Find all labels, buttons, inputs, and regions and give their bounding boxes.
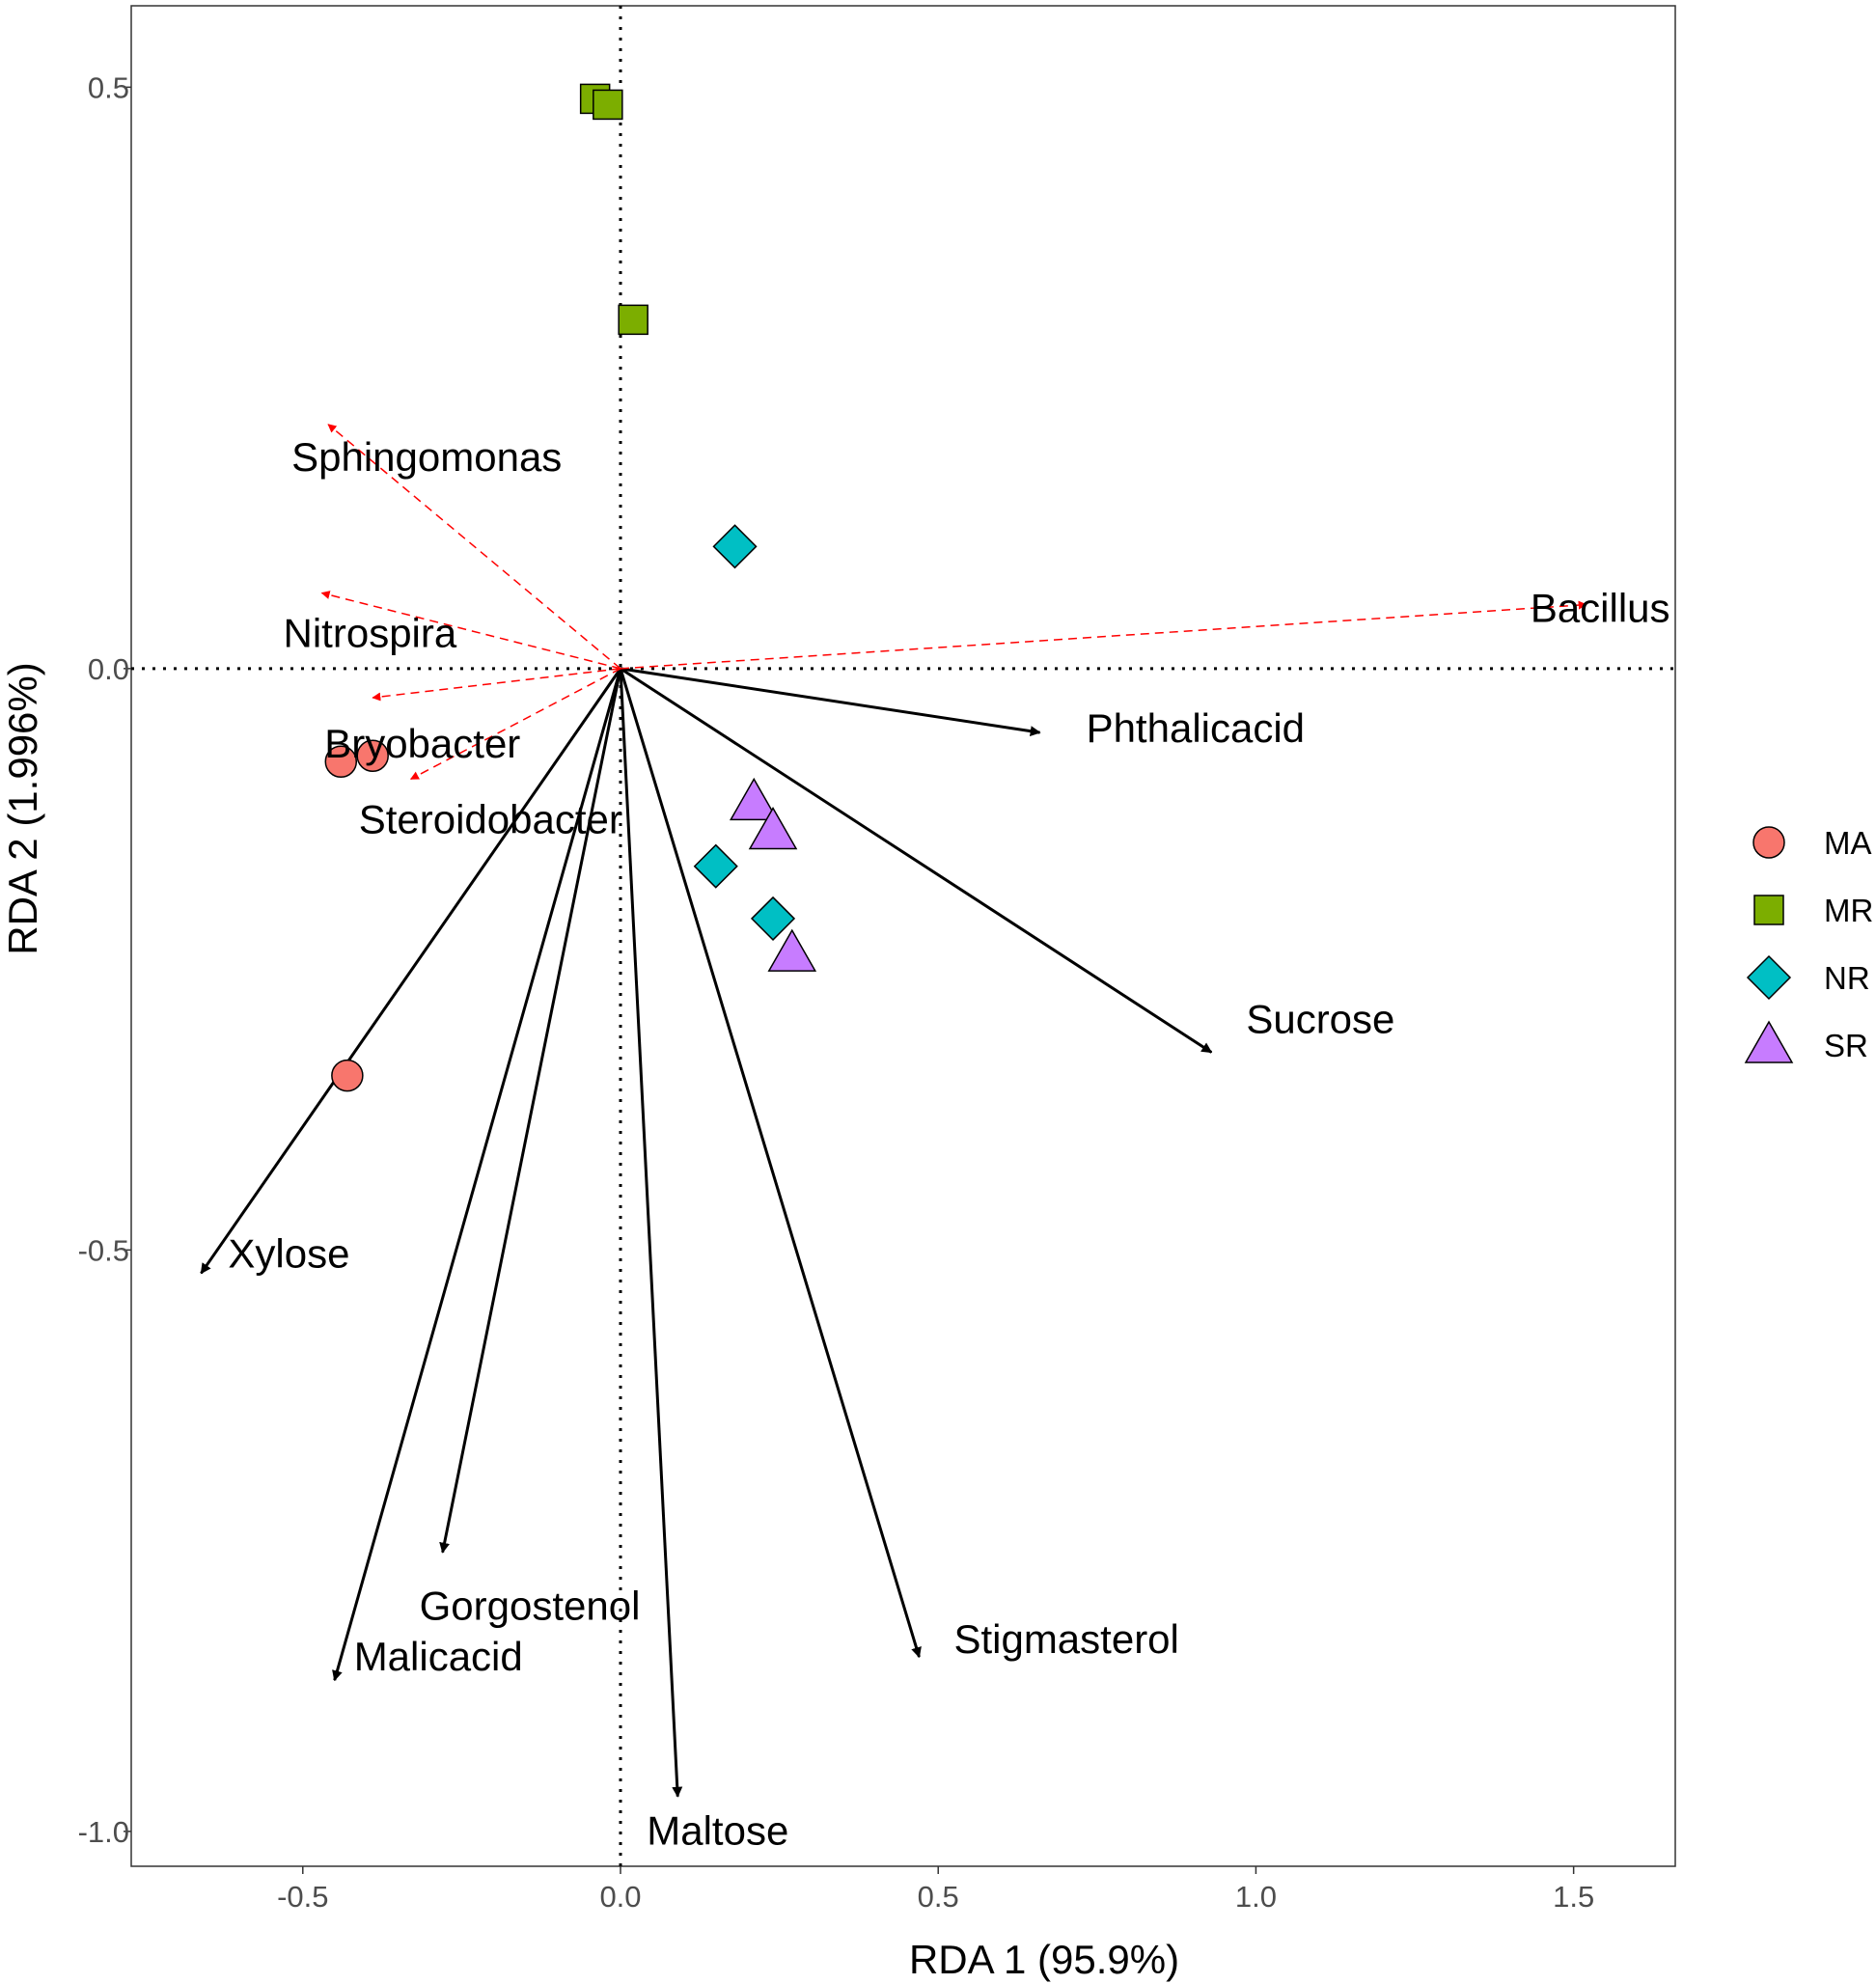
x-tick-label: -0.5 [277,1880,328,1914]
species-vector-label: Steroidobacter [359,796,622,841]
env-vector-maltose [619,668,683,1798]
x-tick-label: 0.0 [599,1880,641,1914]
species-vector-label: Sphingomonas [291,434,562,480]
legend-key-sr [1744,1020,1794,1063]
x-tick-label: 1.5 [1553,1880,1594,1914]
species-vector-bryobacter [372,668,621,702]
species-vector-label: Nitrospira [284,611,457,656]
x-tick-label: 1.0 [1235,1880,1277,1914]
vector-label-layer: Phthalicacid Sucrose Xylose Gorgostenol Mali… [228,434,1669,1854]
legend-key-mr [1753,895,1784,925]
env-vector-sucrose [620,667,1213,1054]
legend: MA MR NR SR [1744,825,1873,1063]
y-tick-label: 0.0 [88,652,129,686]
species-vector-steroidobacter [409,668,621,780]
env-vector-label: Gorgostenol [420,1584,641,1629]
point-layer [324,83,817,1092]
point-nr [693,843,738,889]
point-sr [748,807,798,850]
env-vector-stigmasterol [619,668,922,1659]
y-axis-title: RDA 2 (1.996%) [0,662,45,954]
legend-label: NR [1824,960,1870,996]
env-vector-label: Stigmasterol [953,1616,1178,1662]
vector-layer [200,424,1587,1798]
point-ma [331,1059,364,1092]
point-mr [593,89,623,121]
point-mr [618,304,648,336]
y-tick-label: -0.5 [78,1233,129,1267]
env-vector-phthalicacid [620,667,1041,737]
env-vector-label: Phthalicacid [1087,705,1305,751]
point-ma [324,745,358,778]
env-vector-label: Xylose [228,1230,349,1276]
point-sr [729,777,779,821]
point-sr [767,928,817,972]
y-tick-label: -1.0 [78,1815,129,1849]
x-axis: -0.5 0.0 0.5 1.0 1.5 [277,1866,1594,1914]
env-vector-label: Maltose [647,1808,788,1854]
legend-key-nr [1746,954,1792,1001]
point-ma [356,739,389,772]
env-vector-gorgostenol [439,668,622,1554]
env-vector-malicacid [332,668,622,1682]
species-vector-label: Bacillus [1531,586,1670,631]
point-nr [712,524,758,569]
point-nr [750,896,796,941]
species-vector-sphingomonas [327,424,621,670]
x-tick-label: 0.5 [918,1880,959,1914]
legend-key-ma [1752,826,1785,859]
env-vector-label: Sucrose [1246,997,1394,1042]
legend-label: SR [1824,1028,1868,1063]
plot-panel [130,5,1676,1867]
x-axis-title: RDA 1 (95.9%) [909,1937,1179,1982]
env-vector-label: Malicacid [354,1634,523,1679]
legend-label: MA [1824,825,1872,861]
env-vector-xylose [200,667,622,1275]
legend-label: MR [1824,893,1873,928]
y-tick-label: 0.5 [88,70,129,104]
y-axis: 0.5 0.0 -0.5 -1.0 [78,70,131,1849]
species-vector-label: Bryobacter [324,721,520,766]
species-vector-bacillus [620,600,1587,670]
species-vector-nitrospira [320,591,621,670]
